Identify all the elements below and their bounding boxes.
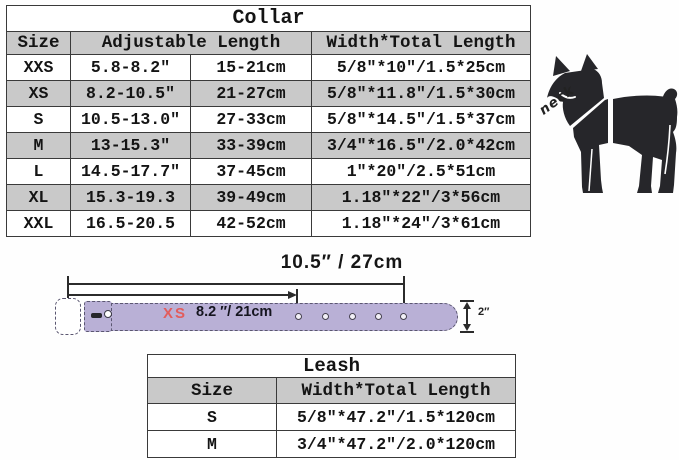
table-row: S 5/8″*47.2″/1.5*120cm <box>147 403 517 431</box>
total-length-dimension-line <box>68 283 405 285</box>
leash-size-table: Leash Size Width*Total Length S 5/8″*47.… <box>146 354 517 458</box>
collar-cell-cm: 39-49cm <box>190 184 312 211</box>
collar-cell-size: XXL <box>6 210 71 237</box>
collar-cell-inches: 13-15.3″ <box>70 132 191 159</box>
dog-shoulder <box>573 99 608 193</box>
leash-cell-size: M <box>147 430 277 458</box>
table-row: L 14.5-17.7″ 37-45cm 1″*20″/2.5*51cm <box>6 158 532 185</box>
arrowhead-right-icon <box>288 290 297 299</box>
collar-cell-size: XS <box>6 80 71 107</box>
collar-cell-width-total: 1″*20″/2.5*51cm <box>310 158 532 185</box>
collar-cell-width-total: 1.18″*22″/3*56cm <box>310 184 532 211</box>
collar-header-adjustable-length: Adjustable Length <box>70 31 312 55</box>
collar-cell-cm: 42-52cm <box>190 210 312 237</box>
arrowhead-up-icon <box>463 302 471 309</box>
collar-cell-cm: 37-45cm <box>190 158 312 185</box>
collar-cell-width-total: 5/8″*10″/1.5*25cm <box>310 54 532 81</box>
dog-cheek-line <box>559 92 576 99</box>
leash-header-size: Size <box>147 377 277 404</box>
collar-hole <box>400 313 407 320</box>
collar-cell-size: S <box>6 106 71 133</box>
collar-header-width-total-length: Width*Total Length <box>310 31 532 55</box>
collar-hole <box>322 313 329 320</box>
dimension-tick-left <box>67 276 69 302</box>
leash-cell-width-total: 5/8″*47.2″/1.5*120cm <box>275 403 517 431</box>
first-hole-tick <box>296 289 298 313</box>
collar-cell-cm: 15-21cm <box>190 54 312 81</box>
arrowhead-down-icon <box>463 324 471 331</box>
collar-hole <box>375 313 382 320</box>
collar-hole <box>295 313 302 320</box>
table-row: S 10.5-13.0″ 27-33cm 5/8″*14.5″/1.5*37cm <box>6 106 532 133</box>
collar-size-label: XS <box>163 305 188 322</box>
collar-cell-size: L <box>6 158 71 185</box>
collar-cell-width-total: 3/4″*16.5″/2.0*42cm <box>310 132 532 159</box>
width-tick-top <box>460 300 474 302</box>
dog-ear <box>553 56 570 76</box>
collar-cell-inches: 5.8-8.2″ <box>70 54 191 81</box>
collar-cell-width-total: 1.18″*24″/3*61cm <box>310 210 532 237</box>
dog-front-leg-line <box>588 148 593 192</box>
adjustable-length-label: 8.2 ″/ 21cm <box>196 304 273 320</box>
collar-ring <box>104 310 112 318</box>
collar-keeper-bar <box>91 313 102 318</box>
total-length-dimension-label: 10.5″ / 27cm <box>280 252 404 273</box>
collar-cell-inches: 10.5-13.0″ <box>70 106 191 133</box>
collar-table-title-row: Collar <box>5 5 532 32</box>
collar-size-table: Collar Size Adjustable Length Width*Tota… <box>5 5 532 237</box>
collar-cell-inches: 15.3-19.3 <box>70 184 191 211</box>
collar-cell-inches: 16.5-20.5 <box>70 210 191 237</box>
collar-cell-width-total: 5/8″*14.5″/1.5*37cm <box>310 106 532 133</box>
collar-cell-size: XL <box>6 184 71 211</box>
table-row: M 13-15.3″ 33-39cm 3/4″*16.5″/2.0*42cm <box>6 132 532 159</box>
leash-cell-size: S <box>147 403 277 431</box>
collar-buckle <box>55 298 81 335</box>
table-row: XS 8.2-10.5″ 21-27cm 5/8″*11.8″/1.5*30cm <box>6 80 532 107</box>
collar-cell-cm: 33-39cm <box>190 132 312 159</box>
collar-cell-size: M <box>6 132 71 159</box>
dimension-tick-right <box>403 276 405 314</box>
collar-cell-cm: 21-27cm <box>190 80 312 107</box>
leash-table-title-row: Leash <box>146 354 517 378</box>
leash-header-width-total-length: Width*Total Length <box>275 377 517 404</box>
table-row: XL 15.3-19.3 39-49cm 1.18″*22″/3*56cm <box>6 184 532 211</box>
leash-table-title: Leash <box>146 354 517 378</box>
dog-silhouette-graphic <box>547 54 678 193</box>
collar-width-label: 2″ <box>478 306 490 318</box>
collar-cell-inches: 14.5-17.7″ <box>70 158 191 185</box>
collar-hole <box>349 313 356 320</box>
adjustable-length-dimension-line <box>68 294 290 296</box>
dog-ear <box>581 54 598 71</box>
table-row: XXL 16.5-20.5 42-52cm 1.18″*24″/3*61cm <box>6 210 532 237</box>
width-arrow-line <box>466 304 468 329</box>
dog-body <box>613 88 678 193</box>
leash-cell-width-total: 3/4″*47.2″/2.0*120cm <box>275 430 517 458</box>
collar-cell-cm: 27-33cm <box>190 106 312 133</box>
dog-thigh-line <box>664 124 671 175</box>
collar-cell-width-total: 5/8″*11.8″/1.5*30cm <box>310 80 532 107</box>
collar-table-title: Collar <box>5 5 532 32</box>
collar-cell-size: XXS <box>6 54 71 81</box>
width-tick-bottom <box>460 331 474 333</box>
collar-header-size: Size <box>6 31 71 55</box>
collar-table-header-row: Size Adjustable Length Width*Total Lengt… <box>6 31 532 55</box>
leash-table-header-row: Size Width*Total Length <box>147 377 517 404</box>
table-row: M 3/4″*47.2″/2.0*120cm <box>147 430 517 458</box>
table-row: XXS 5.8-8.2″ 15-21cm 5/8″*10″/1.5*25cm <box>6 54 532 81</box>
collar-cell-inches: 8.2-10.5″ <box>70 80 191 107</box>
